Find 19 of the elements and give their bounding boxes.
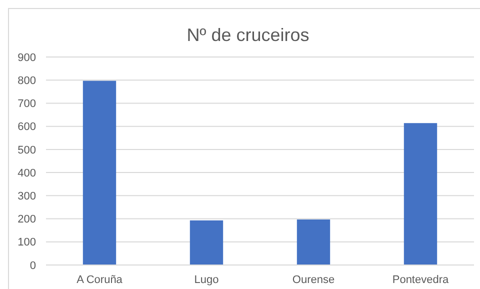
y-tick-label: 800: [18, 74, 36, 87]
y-tick-label: 600: [18, 121, 36, 134]
chart-title: Nº de cruceiros: [186, 25, 310, 45]
bar: [296, 219, 330, 265]
x-tick-label: Pontevedra: [392, 274, 450, 286]
y-tick-label: 900: [18, 52, 36, 64]
y-tick-label: 200: [18, 214, 36, 226]
y-tick-label: 500: [18, 144, 36, 156]
y-tick-label: 300: [18, 190, 36, 203]
bar: [404, 123, 438, 265]
y-tick-label: 100: [18, 236, 36, 249]
x-tick-label: Lugo: [194, 274, 219, 286]
bar: [82, 80, 116, 265]
y-tick-label: 400: [18, 167, 36, 180]
x-tick-label: Ourense: [292, 274, 335, 286]
y-tick-label: 0: [30, 260, 36, 272]
x-tick-label: A Coruña: [76, 274, 124, 286]
y-tick-label: 700: [18, 98, 36, 110]
bar: [190, 220, 224, 265]
